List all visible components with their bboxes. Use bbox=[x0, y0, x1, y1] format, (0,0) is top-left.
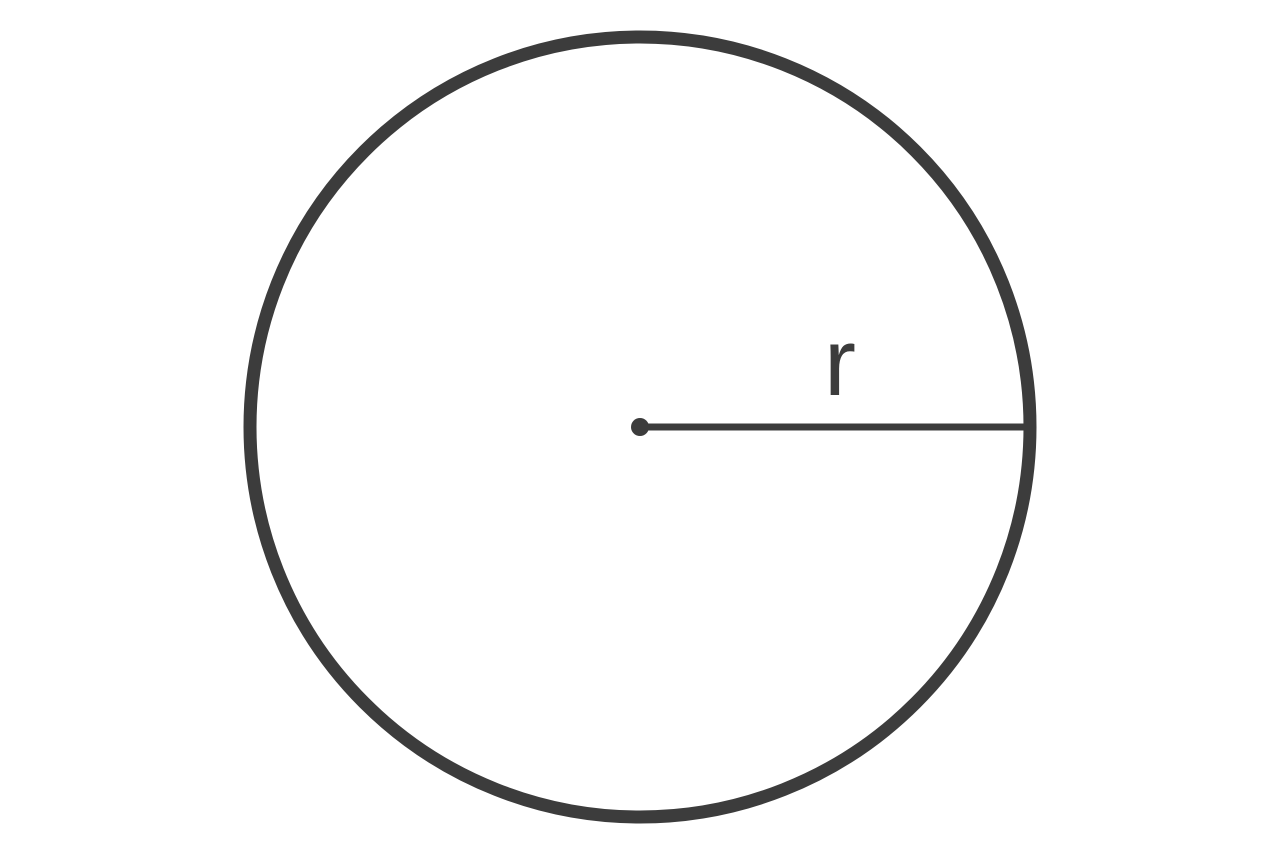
diagram-canvas: r bbox=[0, 0, 1280, 854]
circle-radius-diagram: r bbox=[0, 0, 1280, 854]
radius-label: r bbox=[824, 309, 856, 416]
center-point bbox=[631, 418, 649, 436]
